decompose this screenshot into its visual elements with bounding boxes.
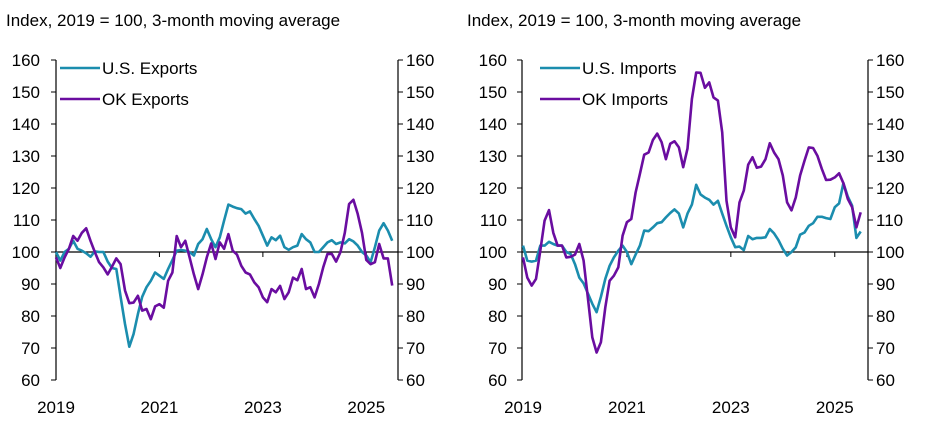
y-tick-label-left: 70 bbox=[21, 339, 40, 358]
y-tick-label-left: 90 bbox=[21, 275, 40, 294]
y-tick-label-left: 110 bbox=[480, 211, 507, 230]
y-tick-label-left: 80 bbox=[21, 307, 40, 326]
y-tick-label-left: 60 bbox=[21, 371, 40, 390]
y-tick-label-right: 80 bbox=[876, 307, 895, 326]
x-tick-label: 2019 bbox=[504, 398, 542, 417]
series-line-u-s-imports bbox=[521, 181, 862, 314]
legend-label: OK Exports bbox=[102, 90, 189, 109]
y-tick-label-left: 150 bbox=[479, 83, 507, 102]
y-tick-label-right: 150 bbox=[406, 83, 434, 102]
y-tick-label-right: 130 bbox=[406, 147, 434, 166]
y-tick-label-right: 110 bbox=[876, 211, 903, 230]
legend-label: OK Imports bbox=[582, 90, 668, 109]
series-line-u-s-exports bbox=[54, 203, 394, 349]
y-tick-label-left: 100 bbox=[12, 243, 40, 262]
chart-title: Index, 2019 = 100, 3-month moving averag… bbox=[467, 11, 801, 30]
y-tick-label-right: 60 bbox=[876, 371, 895, 390]
y-tick-label-left: 130 bbox=[479, 147, 507, 166]
x-tick-label: 2023 bbox=[244, 398, 282, 417]
x-tick-label: 2023 bbox=[712, 398, 750, 417]
y-tick-label-right: 140 bbox=[406, 115, 434, 134]
y-tick-label-left: 160 bbox=[479, 51, 507, 70]
y-tick-label-right: 130 bbox=[876, 147, 904, 166]
y-tick-label-left: 60 bbox=[488, 371, 507, 390]
y-tick-label-left: 130 bbox=[12, 147, 40, 166]
y-tick-label-right: 120 bbox=[876, 179, 904, 198]
y-tick-label-right: 90 bbox=[876, 275, 895, 294]
x-tick-label: 2021 bbox=[608, 398, 646, 417]
x-tick-label: 2021 bbox=[141, 398, 179, 417]
y-tick-label-right: 80 bbox=[406, 307, 425, 326]
y-tick-label-right: 60 bbox=[406, 371, 425, 390]
y-tick-label-left: 140 bbox=[12, 115, 40, 134]
x-tick-label: 2019 bbox=[37, 398, 75, 417]
chart-title: Index, 2019 = 100, 3-month moving averag… bbox=[6, 11, 340, 30]
y-tick-label-right: 120 bbox=[406, 179, 434, 198]
y-tick-label-right: 100 bbox=[876, 243, 904, 262]
y-tick-label-left: 80 bbox=[488, 307, 507, 326]
y-tick-label-right: 140 bbox=[876, 115, 904, 134]
y-tick-label-left: 160 bbox=[12, 51, 40, 70]
y-tick-label-right: 100 bbox=[406, 243, 434, 262]
legend-label: U.S. Imports bbox=[582, 59, 676, 78]
y-tick-label-left: 120 bbox=[479, 179, 507, 198]
chart-panel-2: Index, 2019 = 100, 3-month moving averag… bbox=[467, 11, 904, 417]
y-tick-label-left: 140 bbox=[479, 115, 507, 134]
y-tick-label-right: 90 bbox=[406, 275, 425, 294]
y-tick-label-right: 160 bbox=[406, 51, 434, 70]
y-tick-label-left: 150 bbox=[12, 83, 40, 102]
y-tick-label-left: 110 bbox=[13, 211, 40, 230]
y-tick-label-left: 70 bbox=[488, 339, 507, 358]
series-line-ok-imports bbox=[521, 71, 862, 354]
y-tick-label-right: 70 bbox=[406, 339, 425, 358]
legend-label: U.S. Exports bbox=[102, 59, 197, 78]
x-tick-label: 2025 bbox=[347, 398, 385, 417]
series-line-ok-exports bbox=[54, 198, 394, 321]
y-tick-label-right: 110 bbox=[406, 211, 433, 230]
y-tick-label-right: 150 bbox=[876, 83, 904, 102]
chart-panel-1: Index, 2019 = 100, 3-month moving averag… bbox=[6, 11, 434, 417]
y-tick-label-right: 160 bbox=[876, 51, 904, 70]
y-tick-label-right: 70 bbox=[876, 339, 895, 358]
y-tick-label-left: 120 bbox=[12, 179, 40, 198]
y-tick-label-left: 100 bbox=[479, 243, 507, 262]
y-tick-label-left: 90 bbox=[488, 275, 507, 294]
x-tick-label: 2025 bbox=[816, 398, 854, 417]
